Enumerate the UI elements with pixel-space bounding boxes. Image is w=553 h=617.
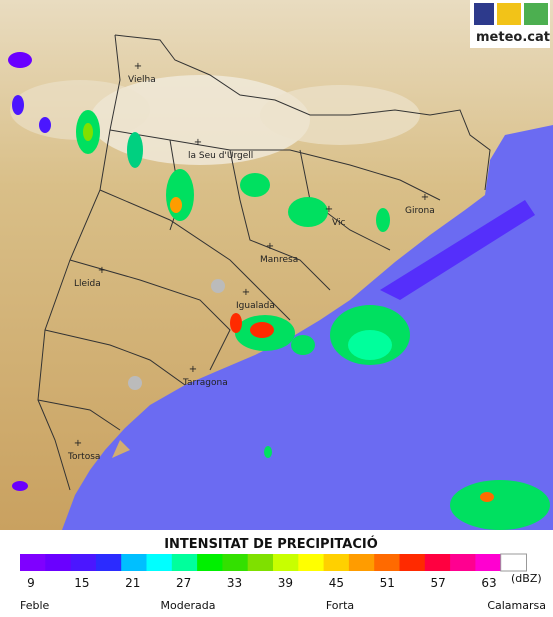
place-name: Vic [332, 218, 345, 228]
place-marker: + [189, 364, 197, 375]
place-labels: + Vielha + la Seu d'Urgell + Girona + Vic + Manre… [67, 61, 435, 462]
legend-swatch [95, 554, 122, 571]
legend-swatch [298, 554, 325, 571]
sea [62, 125, 553, 530]
legend-swatch [500, 553, 528, 572]
place-marker: + [421, 192, 429, 203]
legend-swatch [475, 554, 502, 571]
legend-swatch [171, 554, 198, 571]
place-marker: + [194, 137, 202, 148]
delta [112, 440, 130, 458]
legend-swatch [273, 554, 299, 571]
legend-swatch [121, 554, 147, 571]
intensity-label: Calamarsa [487, 599, 546, 612]
place-name: Lleida [74, 279, 101, 289]
legend-tick-label: 27 [176, 576, 191, 590]
place-name: Tarragona [182, 378, 228, 388]
place-name: Girona [405, 206, 435, 216]
place-marker: + [134, 61, 142, 72]
legend-swatch [45, 554, 72, 571]
place-name: Igualada [236, 301, 275, 311]
place-marker: + [242, 287, 250, 298]
legend-tick-label: 45 [329, 576, 344, 590]
place-marker: + [266, 241, 274, 252]
legend-swatch [197, 554, 223, 571]
legend-tick-label: 9 [27, 576, 35, 590]
legend-swatch [146, 554, 173, 571]
legend-bg [0, 530, 553, 617]
legend-tick-label: 63 [481, 576, 496, 590]
legend: INTENSITAT DE PRECIPITACIÓ (dBZ) 9 15 21 27… [0, 530, 553, 617]
legend-tick-label: 51 [380, 576, 395, 590]
place-marker: + [325, 204, 333, 215]
radar-echoes [8, 52, 550, 530]
legend-swatch [348, 554, 375, 571]
legend-tick-label: 21 [125, 576, 140, 590]
logo: meteo.cat [470, 0, 550, 48]
radar-map: + Vielha + la Seu d'Urgell + Girona + Vic + Manre… [0, 0, 553, 530]
place-name: Vielha [128, 75, 156, 85]
legend-tick-label: 57 [430, 576, 445, 590]
legend-swatch [247, 554, 274, 571]
legend-swatch [399, 554, 426, 571]
legend-swatch [424, 554, 451, 571]
legend-tick-label: 15 [74, 576, 89, 590]
place-name: Manresa [260, 255, 298, 265]
place-marker: + [98, 265, 106, 276]
intensity-label: Forta [326, 599, 354, 612]
intensity-label: Moderada [161, 599, 216, 612]
place-name: la Seu d'Urgell [188, 151, 253, 161]
legend-swatch [222, 554, 249, 571]
legend-swatch [450, 554, 476, 571]
intensity-label: Feble [20, 599, 50, 612]
legend-tick-label: 33 [227, 576, 242, 590]
legend-swatch [323, 554, 350, 571]
legend-swatch [20, 554, 46, 571]
legend-tick-label: 39 [278, 576, 293, 590]
place-name: Tortosa [67, 452, 100, 462]
legend-swatch [70, 554, 97, 571]
place-marker: + [74, 438, 82, 449]
legend-unit: (dBZ) [511, 572, 542, 585]
logo-text: meteo.cat [476, 30, 550, 45]
borders [37, 34, 491, 491]
legend-swatch [374, 554, 400, 571]
legend-title: INTENSITAT DE PRECIPITACIÓ [164, 536, 378, 552]
